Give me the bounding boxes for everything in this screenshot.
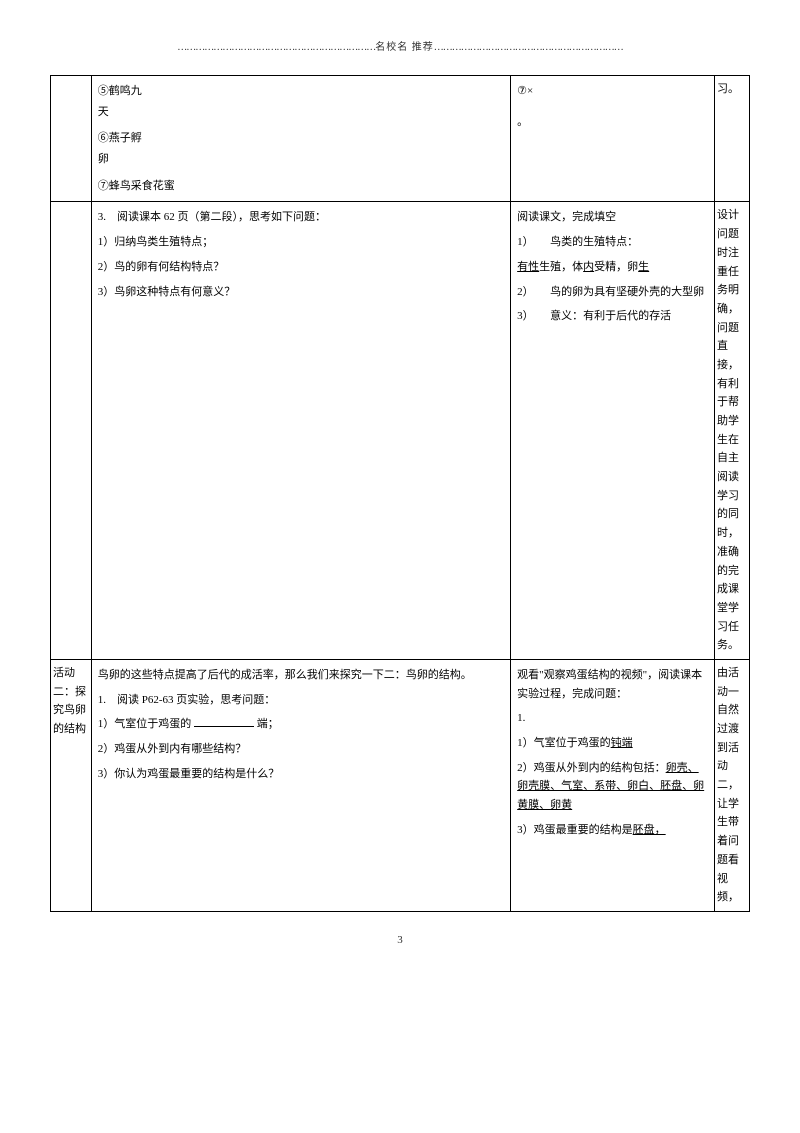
- cell-r3-c3: 观看"观察鸡蛋结构的视频"，阅读课本实验过程，完成问题： 1. 1）气室位于鸡蛋…: [511, 659, 715, 911]
- page-number: 3: [50, 932, 750, 949]
- text-line: ⑦×: [517, 82, 708, 101]
- cell-r2-c2: 3. 阅读课本 62 页（第二段），思考如下问题： 1）归纳鸟类生殖特点； 2）…: [91, 202, 510, 660]
- cell-r1-c4: 习。: [715, 76, 750, 202]
- text-line: 观看"观察鸡蛋结构的视频"，阅读课本实验过程，完成问题：: [517, 666, 708, 703]
- text-line: 3）你认为鸡蛋最重要的结构是什么？: [98, 765, 504, 784]
- text-line: 。: [517, 113, 708, 132]
- table-row: ⑤鹤鸣九 天 ⑥燕子孵 卵 ⑦蜂鸟采食花蜜 ⑦× 。 习。: [51, 76, 750, 202]
- cell-r2-c4: 设计问题时注重任务明确，问题直接，有利于帮助学生在自主阅读学习的同时，准确的完成…: [715, 202, 750, 660]
- text-line: 3）鸟卵这种特点有何意义？: [98, 283, 504, 302]
- cell-r2-c1: [51, 202, 92, 660]
- text-line: 天: [98, 103, 504, 122]
- text-line: 鸟卵的这些特点提高了后代的成活率，那么我们来探究一下二：鸟卵的结构。: [98, 666, 504, 685]
- cell-r1-c1: [51, 76, 92, 202]
- text-line: ⑥燕子孵: [98, 129, 504, 148]
- text-line: 阅读课文，完成填空: [517, 208, 708, 227]
- text-line: 1）气室位于鸡蛋的钝端: [517, 734, 708, 753]
- text-line: 2）鸟的卵有何结构特点？: [98, 258, 504, 277]
- text-line: 2） 鸟的卵为具有坚硬外壳的大型卵: [517, 283, 708, 302]
- text-line: 3）鸡蛋最重要的结构是胚盘，: [517, 821, 708, 840]
- cell-r3-c1: 活动二：探究鸟卵的结构: [51, 659, 92, 911]
- blank-field: [194, 726, 254, 727]
- cell-r1-c3: ⑦× 。: [511, 76, 715, 202]
- text-line: 1）归纳鸟类生殖特点；: [98, 233, 504, 252]
- text-line: 2）鸡蛋从外到内的结构包括：卵壳、卵壳膜、气室、系带、卵白、胚盘、卵黄膜、卵黄: [517, 759, 708, 815]
- text-line: 1）气室位于鸡蛋的 端；: [98, 715, 504, 734]
- cell-r2-c3: 阅读课文，完成填空 1） 鸟类的生殖特点： 有性生殖，体内受精，卵生 2） 鸟的…: [511, 202, 715, 660]
- header-dots-right: ………………………………………………………: [434, 42, 623, 53]
- text-line: ⑤鹤鸣九: [98, 82, 504, 101]
- text-line: 2）鸡蛋从外到内有哪些结构？: [98, 740, 504, 759]
- cell-r1-c2: ⑤鹤鸣九 天 ⑥燕子孵 卵 ⑦蜂鸟采食花蜜: [91, 76, 510, 202]
- cell-r3-c2: 鸟卵的这些特点提高了后代的成活率，那么我们来探究一下二：鸟卵的结构。 1. 阅读…: [91, 659, 510, 911]
- header-title: 名校名 推荐: [375, 42, 434, 53]
- table-row: 3. 阅读课本 62 页（第二段），思考如下问题： 1）归纳鸟类生殖特点； 2）…: [51, 202, 750, 660]
- table-row: 活动二：探究鸟卵的结构 鸟卵的这些特点提高了后代的成活率，那么我们来探究一下二：…: [51, 659, 750, 911]
- text-line: 3. 阅读课本 62 页（第二段），思考如下问题：: [98, 208, 504, 227]
- lesson-table: ⑤鹤鸣九 天 ⑥燕子孵 卵 ⑦蜂鸟采食花蜜 ⑦× 。 习。 3. 阅读课本 62…: [50, 75, 750, 912]
- header-dots-left: …………………………………………………………: [177, 42, 375, 53]
- text-line: ⑦蜂鸟采食花蜜: [98, 177, 504, 196]
- page-header: …………………………………………………………名校名 推荐…………………………………: [50, 40, 750, 55]
- text-line: 1.: [517, 709, 708, 728]
- text-line: 1. 阅读 P62-63 页实验，思考问题：: [98, 691, 504, 710]
- text-line: 有性生殖，体内受精，卵生: [517, 258, 708, 277]
- text-line: 卵: [98, 150, 504, 169]
- text-line: 1） 鸟类的生殖特点：: [517, 233, 708, 252]
- text-line: 3） 意义：有利于后代的存活: [517, 307, 708, 326]
- cell-r3-c4: 由活动一自然过渡到活动二，让学生带着问题看视频，: [715, 659, 750, 911]
